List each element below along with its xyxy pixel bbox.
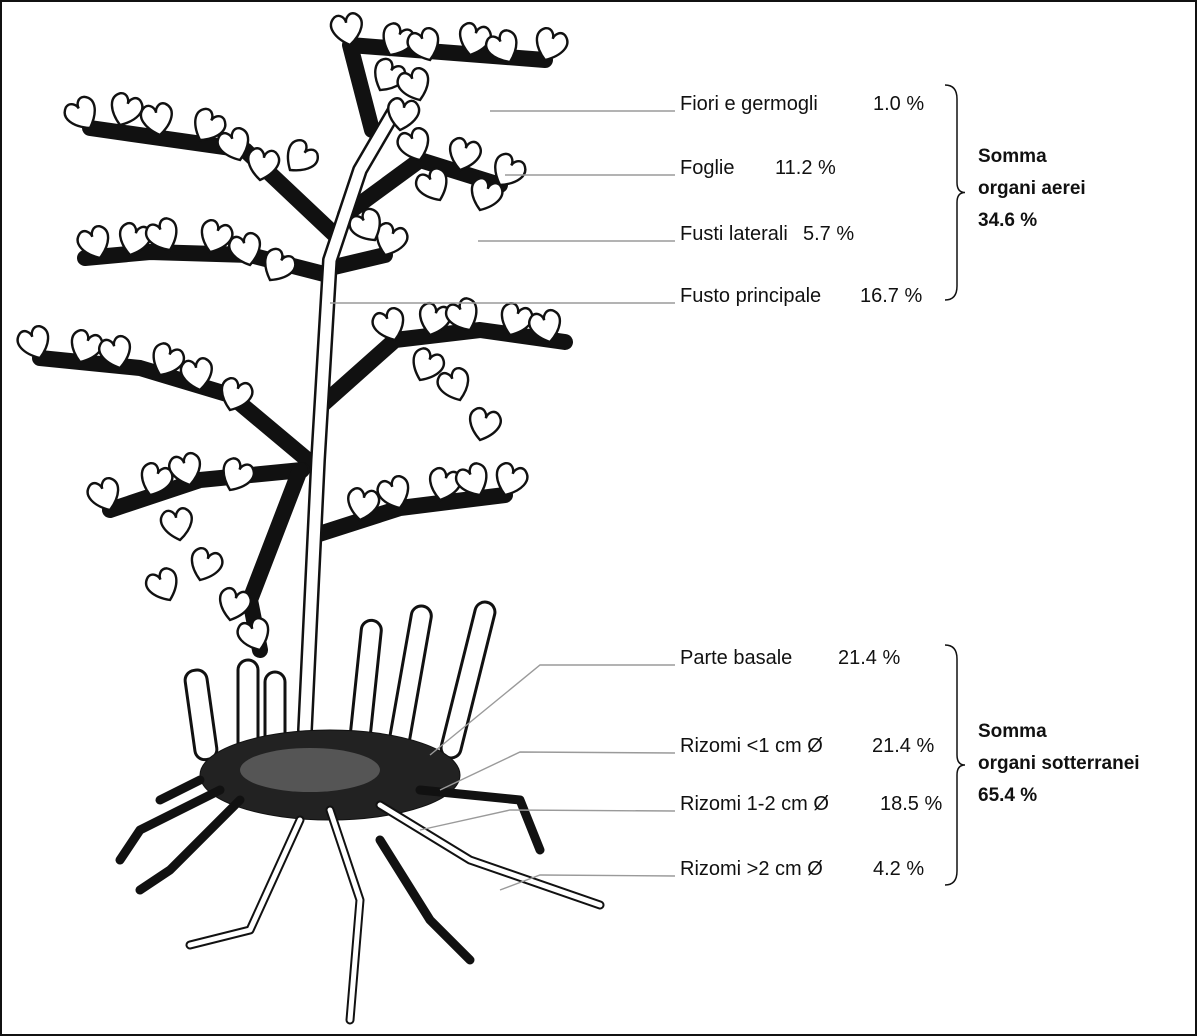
sum-label: 65.4 % — [978, 785, 1037, 806]
sum-label: organi aerei — [978, 178, 1086, 199]
part-name: Fusto principale — [680, 285, 821, 307]
part-value: 16.7 % — [860, 285, 922, 307]
part-value: 1.0 % — [873, 93, 924, 115]
part-value: 4.2 % — [873, 858, 924, 880]
part-value: 5.7 % — [803, 223, 854, 245]
part-name: Rizomi >2 cm Ø — [680, 858, 823, 880]
part-value: 21.4 % — [872, 735, 934, 757]
part-name: Rizomi 1-2 cm Ø — [680, 793, 829, 815]
sum-label: Somma — [978, 721, 1047, 742]
part-value: 11.2 % — [775, 157, 836, 179]
part-name: Parte basale — [680, 647, 792, 669]
part-value: 18.5 % — [880, 793, 942, 815]
sum-label: Somma — [978, 146, 1047, 167]
sum-label: 34.6 % — [978, 210, 1037, 231]
part-name: Rizomi <1 cm Ø — [680, 735, 823, 757]
part-name: Foglie — [680, 157, 734, 179]
diagram: Fiori e germogli 1.0 % Foglie 11.2 % Fusti l… — [0, 0, 1197, 1036]
part-name: Fiori e germogli — [680, 93, 818, 115]
sum-label: organi sotterranei — [978, 753, 1140, 774]
part-value: 21.4 % — [838, 647, 900, 669]
part-name: Fusti laterali — [680, 223, 788, 245]
